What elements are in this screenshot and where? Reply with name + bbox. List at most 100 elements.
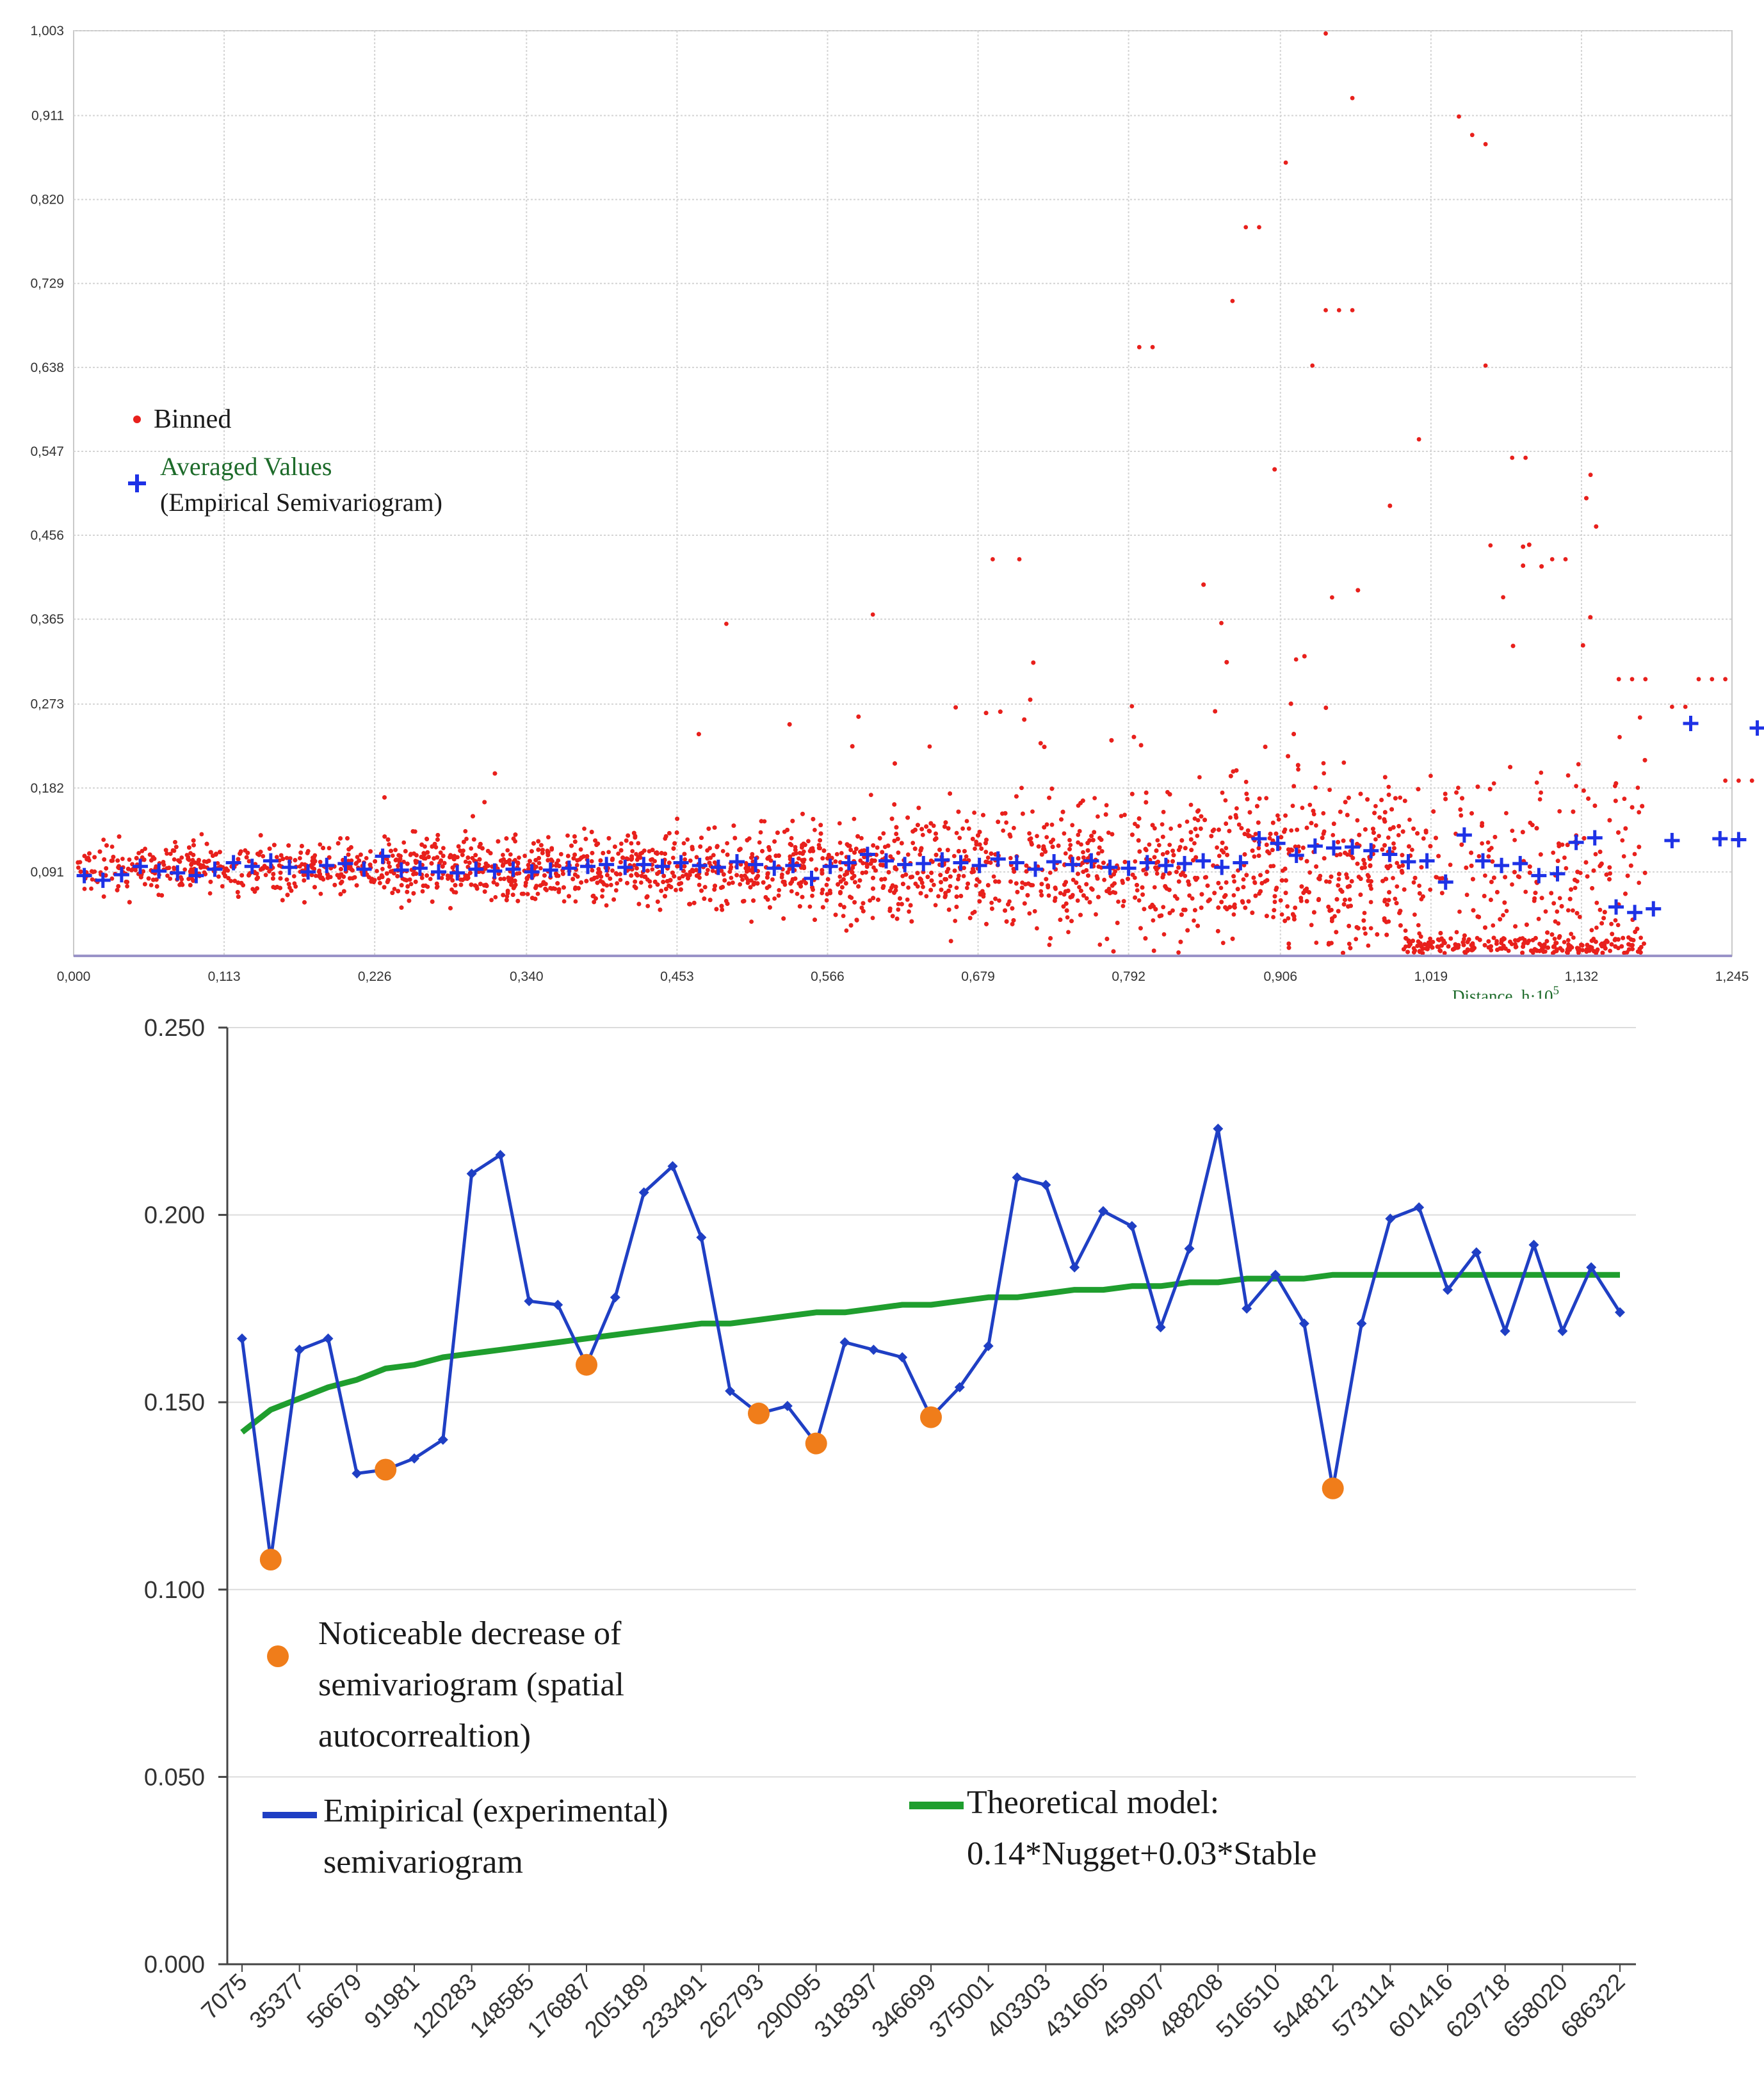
binned-point — [1560, 843, 1565, 847]
binned-point — [1502, 900, 1507, 905]
plot-area-1 — [73, 30, 1733, 957]
binned-point — [957, 873, 961, 878]
binned-point — [247, 859, 252, 864]
binned-point — [953, 919, 958, 923]
binned-point — [537, 860, 542, 866]
binned-point — [1491, 781, 1496, 786]
binned-point — [1047, 942, 1052, 948]
binned-point — [834, 852, 839, 857]
x-tick-label: 0,792 — [1112, 969, 1145, 984]
binned-point — [1035, 834, 1039, 839]
binned-point — [522, 853, 527, 859]
binned-point — [905, 852, 910, 857]
binned-point — [573, 899, 578, 904]
binned-point — [102, 857, 107, 862]
binned-point — [461, 848, 465, 853]
binned-point — [1154, 871, 1160, 876]
binned-point — [989, 900, 994, 905]
binned-point — [1234, 768, 1239, 773]
binned-point — [1192, 816, 1197, 821]
binned-point — [1510, 828, 1515, 833]
binned-point — [1503, 875, 1508, 880]
binned-point — [1619, 944, 1624, 949]
binned-point — [215, 861, 220, 866]
binned-point — [1065, 915, 1070, 920]
binned-point — [634, 852, 638, 857]
binned-point — [1205, 884, 1210, 888]
binned-point — [508, 852, 513, 857]
binned-point — [813, 828, 817, 832]
binned-point — [1256, 846, 1261, 851]
binned-point — [983, 850, 989, 855]
binned-point — [1327, 880, 1332, 884]
binned-point — [515, 871, 520, 876]
binned-point — [1462, 937, 1466, 942]
binned-point — [140, 848, 145, 853]
binned-point — [837, 841, 843, 845]
binned-point — [1411, 827, 1416, 831]
binned-point — [125, 884, 130, 889]
binned-point — [186, 857, 191, 861]
binned-point — [1252, 854, 1257, 859]
binned-point — [1494, 941, 1499, 946]
binned-point — [1197, 775, 1202, 780]
binned-point — [806, 839, 811, 844]
binned-point — [1147, 842, 1152, 847]
binned-point — [263, 873, 268, 878]
binned-point — [1607, 877, 1612, 882]
binned-point — [1171, 853, 1176, 858]
binned-point — [585, 854, 590, 859]
binned-point — [694, 855, 699, 860]
binned-point — [1151, 918, 1156, 923]
binned-point — [364, 856, 369, 860]
binned-point — [428, 876, 433, 882]
binned-point — [852, 816, 857, 821]
binned-point — [1439, 891, 1444, 896]
binned-point — [828, 891, 833, 896]
binned-point — [1299, 884, 1304, 889]
binned-point — [1086, 873, 1090, 878]
binned-point — [1106, 830, 1111, 835]
binned-point — [1175, 896, 1179, 901]
binned-point — [629, 841, 634, 846]
binned-point — [1271, 915, 1275, 919]
binned-point — [458, 848, 462, 853]
binned-point — [1170, 908, 1175, 913]
binned-point — [677, 876, 682, 881]
binned-point — [1084, 882, 1089, 887]
binned-point — [313, 873, 318, 878]
binned-point — [1231, 893, 1236, 898]
binned-point — [1373, 837, 1378, 842]
binned-point — [1403, 928, 1408, 933]
binned-point — [501, 853, 505, 857]
binned-point — [1293, 905, 1298, 910]
binned-point — [1469, 863, 1474, 868]
y-tick-label: 0,547 — [30, 444, 64, 459]
binned-point — [1161, 932, 1167, 937]
binned-point — [1574, 910, 1580, 916]
binned-point — [1622, 796, 1627, 802]
binned-point — [1195, 834, 1200, 838]
binned-point — [1585, 874, 1590, 879]
binned-point — [1094, 912, 1098, 917]
binned-point — [574, 862, 579, 868]
binned-point — [463, 828, 468, 834]
binned-point — [776, 893, 781, 898]
binned-point — [1010, 922, 1015, 926]
y-tick-label: 1,003 — [30, 24, 64, 38]
binned-point — [1278, 898, 1283, 903]
binned-point — [924, 894, 929, 899]
binned-point — [1428, 773, 1433, 779]
binned-point — [704, 871, 709, 876]
binned-point — [1491, 923, 1496, 928]
binned-point — [1584, 496, 1589, 501]
binned-point — [797, 856, 801, 861]
y-tick-label: 0,638 — [30, 360, 64, 375]
binned-point — [683, 857, 688, 862]
binned-point — [1066, 930, 1071, 935]
binned-point — [594, 843, 599, 847]
binned-point — [1510, 882, 1514, 887]
binned-point — [186, 876, 191, 882]
binned-point — [1609, 921, 1614, 926]
binned-point — [1620, 838, 1625, 843]
